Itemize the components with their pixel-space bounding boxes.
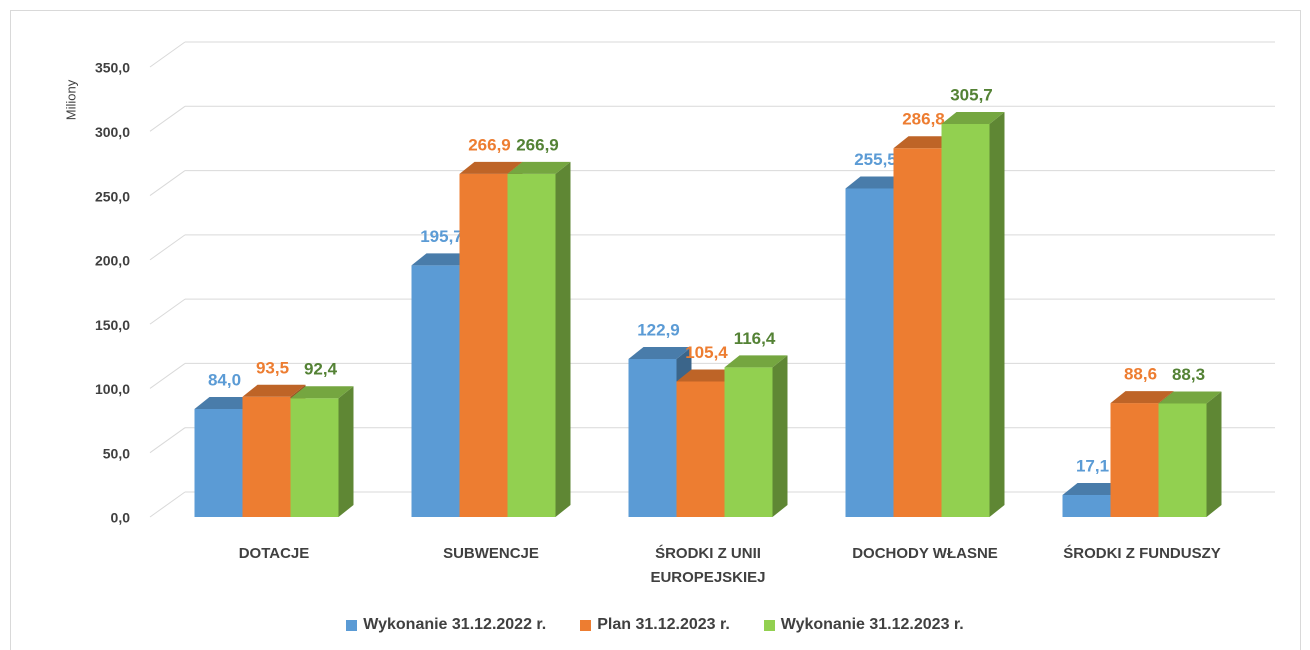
y-tick-label: 100,0 bbox=[95, 381, 130, 397]
bar-top bbox=[941, 111, 1005, 124]
x-tick-label: DOCHODY WŁASNE bbox=[852, 545, 998, 562]
data-label: 84,0 bbox=[208, 370, 241, 389]
bar bbox=[724, 355, 788, 517]
data-label: 116,4 bbox=[734, 329, 776, 348]
bar-front bbox=[941, 123, 990, 517]
data-label: 266,9 bbox=[516, 135, 559, 154]
bar-front bbox=[1158, 403, 1207, 517]
bar-front bbox=[411, 265, 460, 517]
x-tick-label: ŚRODKI Z FUNDUSZY bbox=[1063, 545, 1221, 562]
legend-label: Wykonanie 31.12.2023 r. bbox=[780, 616, 964, 633]
bar-top bbox=[893, 136, 957, 149]
bar bbox=[507, 161, 571, 518]
bar-top bbox=[845, 176, 909, 189]
grid-line-depth bbox=[149, 234, 186, 261]
bar-top bbox=[1110, 391, 1174, 404]
y-tick-label: 150,0 bbox=[95, 317, 130, 333]
data-label: 92,4 bbox=[304, 360, 338, 379]
bar-front bbox=[290, 398, 339, 517]
x-tick-label: SUBWENCJE bbox=[443, 545, 539, 562]
bar-side bbox=[989, 111, 1005, 517]
bar-top bbox=[411, 253, 475, 266]
grid-line-depth bbox=[149, 41, 186, 68]
bar-front bbox=[459, 173, 508, 518]
bar-side bbox=[555, 161, 571, 518]
bar-front bbox=[893, 148, 942, 517]
data-label: 286,8 bbox=[902, 110, 945, 129]
bar-front bbox=[676, 381, 725, 517]
data-label: 88,3 bbox=[1172, 365, 1205, 384]
bar-top bbox=[290, 386, 354, 399]
legend-item: Plan 31.12.2023 r. bbox=[580, 616, 730, 634]
x-tick-label: DOTACJE bbox=[238, 545, 310, 562]
y-tick-label: 300,0 bbox=[95, 124, 130, 140]
bar-top bbox=[628, 346, 692, 359]
y-tick-label: 200,0 bbox=[95, 253, 130, 269]
bar-side bbox=[1206, 391, 1222, 517]
legend-swatch bbox=[346, 619, 358, 631]
y-tick-label: 50,0 bbox=[103, 445, 130, 461]
legend-label: Plan 31.12.2023 r. bbox=[597, 616, 730, 633]
bar-top bbox=[724, 355, 788, 368]
grid-line-depth bbox=[149, 298, 186, 325]
grid-line-depth bbox=[149, 170, 186, 196]
x-tick-label: ŚRODKI Z UNII EUROPEJSKIEJ bbox=[650, 545, 766, 586]
bar-top bbox=[1062, 483, 1126, 496]
data-label: 93,5 bbox=[256, 358, 289, 377]
bar-front bbox=[1062, 495, 1111, 517]
bar-top bbox=[1158, 391, 1222, 404]
bar-side bbox=[338, 386, 354, 517]
grid-line-depth bbox=[149, 491, 186, 518]
data-label: 17,1 bbox=[1076, 456, 1109, 475]
bar-top bbox=[507, 161, 571, 174]
chart-border bbox=[10, 10, 1301, 650]
y-tick-label: 350,0 bbox=[95, 60, 130, 76]
bar-front bbox=[1110, 403, 1159, 517]
grid-line-depth bbox=[149, 105, 186, 132]
bar-top bbox=[459, 161, 523, 174]
bar-top bbox=[242, 384, 306, 397]
data-label: 122,9 bbox=[637, 320, 680, 339]
bar-front bbox=[628, 358, 677, 517]
bar-front bbox=[194, 409, 243, 517]
bar-front bbox=[724, 367, 773, 517]
grid-line-depth bbox=[149, 363, 186, 389]
bar-front bbox=[242, 396, 291, 517]
bar-top bbox=[194, 397, 258, 409]
grid-line-depth bbox=[149, 427, 186, 454]
legend: Wykonanie 31.12.2022 r. Plan 31.12.2023 r… bbox=[0, 616, 1310, 634]
bar bbox=[941, 111, 1005, 517]
bar bbox=[290, 386, 354, 517]
data-label: 195,7 bbox=[420, 227, 463, 246]
data-label: 255,5 bbox=[854, 150, 897, 169]
y-tick-label: 250,0 bbox=[95, 188, 130, 204]
data-label: 266,9 bbox=[468, 135, 511, 154]
legend-item: Wykonanie 31.12.2022 r. bbox=[346, 616, 546, 634]
data-label: 88,6 bbox=[1124, 365, 1157, 384]
bar-front bbox=[507, 173, 556, 518]
bar bbox=[1158, 391, 1222, 517]
y-tick-label: 0,0 bbox=[111, 510, 131, 526]
legend-swatch bbox=[763, 619, 775, 631]
data-label: 305,7 bbox=[950, 85, 993, 104]
legend-item: Wykonanie 31.12.2023 r. bbox=[763, 616, 964, 634]
legend-swatch bbox=[580, 619, 592, 631]
bar-top bbox=[676, 369, 740, 382]
bar-front bbox=[845, 188, 894, 517]
data-label: 105,4 bbox=[685, 343, 728, 362]
y-axis-label: Miliony bbox=[63, 79, 78, 120]
bar-side bbox=[772, 355, 788, 517]
legend-label: Wykonanie 31.12.2022 r. bbox=[363, 616, 547, 633]
